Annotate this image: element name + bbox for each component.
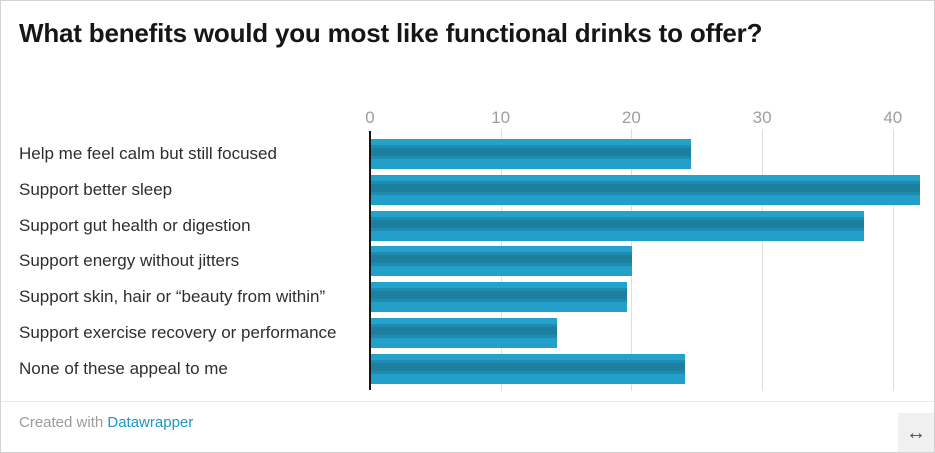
bar [371, 139, 692, 169]
horizontal-resize-arrow-icon: ↔ [906, 421, 926, 444]
bar [371, 210, 864, 241]
footer-divider [1, 401, 934, 402]
category-label: Support better sleep [19, 179, 173, 199]
vertical-gridline [762, 129, 764, 391]
bar [371, 318, 557, 348]
x-axis-tick-label: 40 [883, 108, 903, 127]
category-label: None of these appeal to me [19, 358, 228, 378]
bar [371, 353, 685, 384]
created-with-text: Created with [19, 414, 108, 431]
x-axis-tick-label: 20 [621, 108, 641, 127]
category-label: Support exercise recovery or performance [19, 323, 337, 342]
resize-handle[interactable]: ↔ [898, 413, 934, 452]
chart-title: What benefits would you most like functi… [19, 18, 763, 48]
footer: Created with Datawrapper [19, 414, 193, 431]
category-label: Support gut health or digestion [19, 215, 251, 235]
datawrapper-link[interactable]: Datawrapper [107, 414, 194, 431]
zero-baseline [369, 131, 371, 390]
category-label: Support energy without jitters [19, 251, 240, 271]
x-axis-tick-label: 0 [365, 108, 375, 127]
vertical-gridline [892, 129, 894, 391]
x-axis-tick-label: 10 [491, 108, 511, 127]
category-label: Support skin, hair or “beauty from withi… [19, 287, 326, 307]
category-label: Help me feel calm but still focused [19, 144, 277, 163]
x-axis-tick-label: 30 [752, 108, 772, 127]
bar [371, 174, 920, 205]
bar [371, 246, 633, 277]
bar [371, 282, 628, 313]
